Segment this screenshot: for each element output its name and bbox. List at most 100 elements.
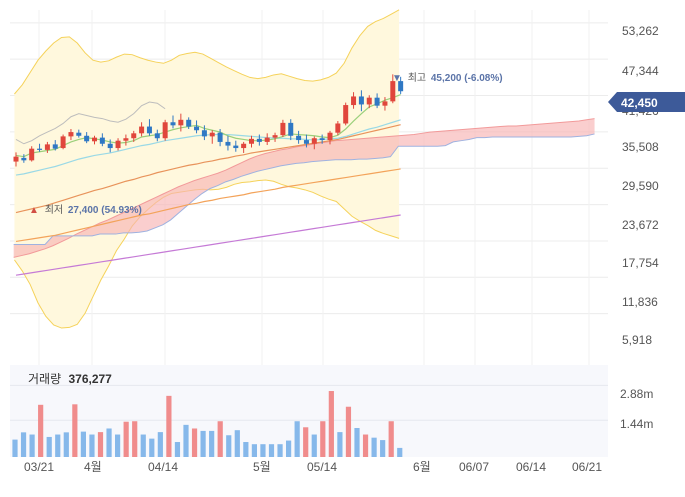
candle-body xyxy=(217,132,223,142)
candle xyxy=(13,152,19,167)
candle xyxy=(382,97,388,111)
candle xyxy=(76,129,82,138)
volume-bar xyxy=(140,434,146,457)
volume-bar xyxy=(354,428,360,457)
high-value: 45,200 (-6.08%) xyxy=(431,73,503,84)
candle-body xyxy=(186,119,192,127)
candle xyxy=(84,132,90,144)
candle-body xyxy=(249,138,254,144)
volume-bar xyxy=(123,421,129,457)
candle xyxy=(29,146,35,162)
low-value: 27,400 (54.93%) xyxy=(68,205,142,216)
volume-bar xyxy=(260,444,266,457)
date-tick: 06/07 xyxy=(459,460,489,474)
ma120-line xyxy=(15,168,401,243)
volume-bar xyxy=(157,432,163,457)
volume-bars xyxy=(12,391,403,457)
candle-body xyxy=(280,122,286,136)
volume-bar xyxy=(200,430,206,457)
current-price-value: 42,450 xyxy=(621,96,658,110)
lagging-span-line xyxy=(15,101,166,145)
high-marker: ▼ xyxy=(392,73,402,84)
volume-bar xyxy=(294,421,300,457)
candle-body xyxy=(44,144,50,150)
candle-body xyxy=(154,133,160,139)
candle-body xyxy=(68,132,74,137)
cloud-span-b xyxy=(13,133,595,245)
volume-bar xyxy=(328,391,334,457)
volume-bar xyxy=(337,432,343,457)
candle-body xyxy=(303,140,309,144)
volume-label: 거래량 xyxy=(28,372,61,386)
candle-body xyxy=(319,138,325,141)
candle-body xyxy=(99,137,105,144)
candle-body xyxy=(374,97,380,106)
volume-bar xyxy=(243,442,249,457)
candle xyxy=(99,133,105,147)
candlesticks xyxy=(13,74,404,167)
candle xyxy=(146,119,152,136)
candle xyxy=(52,140,58,151)
volume-bar xyxy=(12,439,18,457)
candle xyxy=(21,154,27,163)
candle-body xyxy=(84,135,90,142)
candle xyxy=(194,120,200,134)
candle xyxy=(327,130,333,145)
candle xyxy=(44,141,50,153)
high-annotation: ▼ 최고 45,200 (-6.08%) xyxy=(392,72,503,84)
low-annotation: ▲ 최저 27,400 (54.93%) xyxy=(29,204,142,216)
volume-bar xyxy=(397,447,403,457)
low-marker: ▲ xyxy=(29,205,39,216)
candle-body xyxy=(201,130,207,137)
candle xyxy=(92,135,97,145)
volume-bar xyxy=(277,444,283,457)
ma20-line xyxy=(15,119,401,176)
candle xyxy=(225,135,231,151)
ma240-line xyxy=(15,214,401,276)
volume-bar xyxy=(320,421,326,457)
candle-body xyxy=(29,148,35,161)
volume-bar xyxy=(388,421,394,457)
candle xyxy=(264,133,270,145)
volume-bar xyxy=(72,404,78,457)
candle xyxy=(139,122,145,137)
date-tick: 05/14 xyxy=(307,460,337,474)
candle xyxy=(123,134,129,146)
candle xyxy=(296,130,302,144)
candle-body xyxy=(162,122,168,139)
candle xyxy=(68,129,74,141)
price-tick: 17,754 xyxy=(622,256,659,270)
candle xyxy=(131,130,137,142)
candle-body xyxy=(123,138,129,141)
volume-bar xyxy=(89,434,95,457)
candle-body xyxy=(335,123,341,133)
volume-tick: 2.88m xyxy=(620,387,653,401)
current-price-badge: 42,450 xyxy=(608,92,685,112)
date-tick: 5월 xyxy=(253,460,271,474)
volume-bar xyxy=(311,434,317,457)
candle xyxy=(209,130,215,144)
volume-bar xyxy=(303,427,309,457)
candle xyxy=(280,119,286,137)
date-tick: 04/14 xyxy=(148,460,178,474)
candle xyxy=(303,134,309,148)
volume-bar xyxy=(362,434,369,457)
ma5-line xyxy=(15,94,401,158)
candle-body xyxy=(256,138,262,142)
price-tick: 47,344 xyxy=(622,64,659,78)
date-tick: 03/21 xyxy=(24,460,54,474)
candle xyxy=(37,143,43,152)
ma60-line xyxy=(15,124,401,214)
candle xyxy=(311,136,317,150)
candle xyxy=(366,95,372,109)
candle xyxy=(233,140,239,152)
candle-body xyxy=(170,122,176,126)
candle xyxy=(351,92,357,109)
volume-bar xyxy=(106,428,112,457)
volume-bar xyxy=(217,421,223,457)
volume-bar xyxy=(251,444,257,457)
volume-bar xyxy=(97,432,104,457)
candle-body xyxy=(390,81,396,102)
volume-bar xyxy=(191,428,198,457)
candle-body xyxy=(146,126,152,134)
